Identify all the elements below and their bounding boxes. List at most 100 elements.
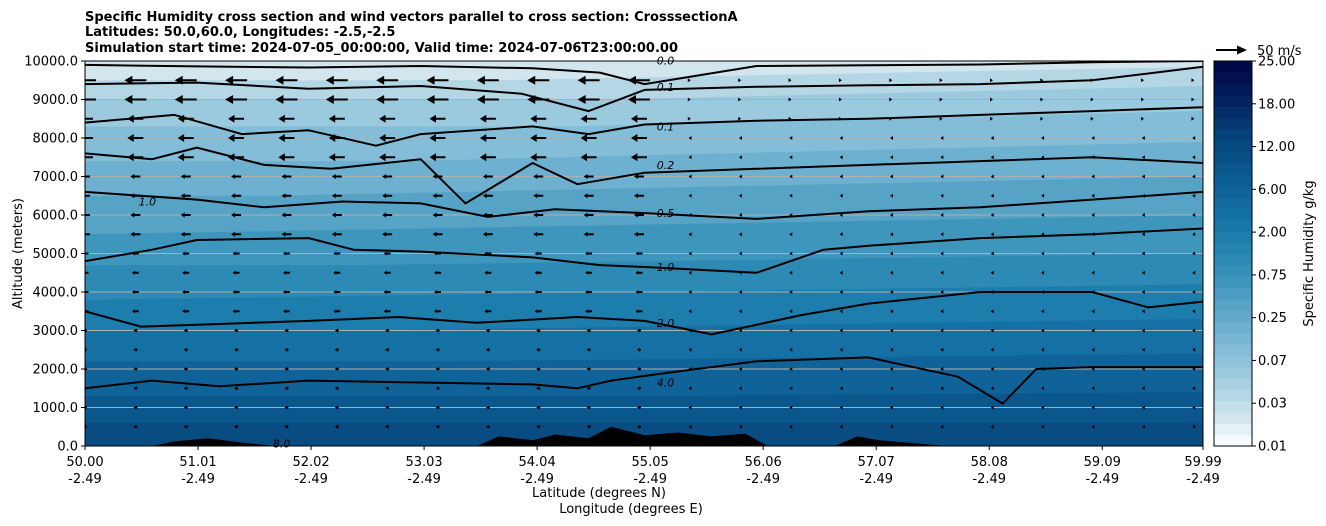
wind-arrow-head xyxy=(331,174,336,179)
colorbar-swatch-5 xyxy=(1214,378,1252,390)
wind-arrow-head xyxy=(182,270,186,275)
wind-arrow-head xyxy=(1091,386,1095,391)
wind-arrow-head xyxy=(479,114,487,123)
wind-arrow-head xyxy=(484,251,488,256)
wind-arrow-head xyxy=(738,155,742,160)
colorbar-swatch-23 xyxy=(1214,174,1252,187)
wind-arrow-head xyxy=(485,386,489,391)
wind-vectors xyxy=(80,75,1196,429)
x-tick-label-lat-4: 54.04 xyxy=(519,455,556,470)
wind-arrow-head xyxy=(476,75,485,85)
wind-arrow-head xyxy=(839,309,843,314)
wind-arrow-head xyxy=(183,424,187,429)
wind-arrow-head xyxy=(530,153,537,162)
wind-arrow-head xyxy=(890,270,894,275)
wind-arrow-head xyxy=(127,153,134,162)
title-line-2: Latitudes: 50.0,60.0, Longitudes: -2.5,-… xyxy=(85,25,395,40)
wind-arrow-head xyxy=(687,78,691,83)
wind-arrow-head xyxy=(1192,232,1196,237)
wind-arrow-head xyxy=(990,367,994,371)
wind-arrow-head xyxy=(534,251,538,256)
wind-arrow-head xyxy=(990,232,994,237)
wind-arrow-head xyxy=(379,153,386,162)
colorbar xyxy=(1214,61,1252,447)
wind-arrow-head xyxy=(536,424,540,429)
wind-arrow-head xyxy=(789,328,793,333)
wind-arrow-head xyxy=(131,270,135,275)
wind-arrow-head xyxy=(890,367,894,371)
wind-arrow-head xyxy=(1192,328,1196,333)
wind-arrow-head xyxy=(1041,174,1045,179)
wind-arrow-head xyxy=(586,405,590,410)
colorbar-swatch-18 xyxy=(1214,230,1252,243)
wind-arrow-head xyxy=(435,367,439,371)
contour-label-6: 2.0 xyxy=(657,317,675,330)
terrain-silhouette xyxy=(85,426,947,446)
wind-arrow-head xyxy=(635,309,639,314)
wind-arrow-head xyxy=(1192,347,1196,352)
contour-lines xyxy=(85,61,1203,405)
wind-arrow-head xyxy=(1041,270,1045,275)
contour-line-3 xyxy=(85,146,1203,205)
colorbar-swatch-31 xyxy=(1214,83,1252,96)
wind-arrow-head xyxy=(284,328,288,333)
terrain xyxy=(85,426,947,446)
y-tick-label-10: 10000.0 xyxy=(24,55,78,70)
wind-arrow-head xyxy=(839,405,843,410)
wind-arrow-head xyxy=(183,386,187,391)
wind-arrow-head xyxy=(80,232,84,237)
wind-arrow-head xyxy=(940,386,944,391)
colorbar-swatch-15 xyxy=(1214,264,1252,277)
wind-arrow-head xyxy=(281,212,286,218)
wind-arrow-head xyxy=(688,309,692,314)
wind-arrow-head xyxy=(627,95,636,104)
wind-arrow-head xyxy=(738,213,742,217)
x-tick-label-lon-3: -2.49 xyxy=(407,472,441,487)
wind-arrow-head xyxy=(234,328,238,333)
wind-arrow-head xyxy=(482,231,487,237)
wind-arrow-head xyxy=(275,95,284,104)
wind-arrow-head xyxy=(1141,193,1145,198)
wind-arrow-head xyxy=(1141,270,1145,275)
wind-arrow-head xyxy=(1141,424,1145,429)
wind-arrow-head xyxy=(1041,251,1045,256)
wind-arrow-head xyxy=(1192,155,1196,160)
wind-arrow-head xyxy=(585,290,589,294)
wind-arrow-head xyxy=(534,270,538,275)
wind-arrow-head xyxy=(435,424,439,429)
wind-arrow-head xyxy=(687,97,691,102)
wind-arrow-head xyxy=(429,153,436,162)
contour-line-7 xyxy=(85,356,1203,405)
wind-arrow-head xyxy=(183,347,187,352)
wind-arrow-head xyxy=(940,309,944,314)
y-tick-label-4: 4000.0 xyxy=(33,286,79,301)
x-tick-label-lon-8: -2.49 xyxy=(972,472,1006,487)
wind-arrow-head xyxy=(990,405,994,410)
wind-arrow-head xyxy=(383,290,387,294)
wind-arrow-head xyxy=(939,97,943,102)
wind-arrow-head xyxy=(890,328,894,333)
wind-arrow-head xyxy=(1041,213,1045,217)
wind-arrow-head xyxy=(180,212,185,218)
y-tick-label-3: 3000.0 xyxy=(33,324,79,339)
wind-arrow-head xyxy=(536,367,540,371)
wind-arrow-head xyxy=(1091,290,1095,294)
wind-arrow-head xyxy=(127,114,134,123)
wind-arrow-head xyxy=(133,347,137,352)
wind-arrow-head xyxy=(1141,386,1145,391)
wind-arrow-head xyxy=(1141,116,1145,121)
wind-arrow-head xyxy=(989,116,993,121)
wind-arrow-head xyxy=(1192,290,1196,294)
wind-arrow-head xyxy=(839,328,843,333)
wind-arrow-head xyxy=(331,193,336,199)
wind-arrow-head xyxy=(232,270,236,275)
wind-arrow-head xyxy=(1141,78,1145,83)
wind-arrow-head xyxy=(328,153,336,162)
wind-arrow-head xyxy=(940,251,944,256)
colorbar-swatch-17 xyxy=(1214,242,1252,255)
wind-arrow-head xyxy=(890,155,894,160)
wind-arrow-head xyxy=(789,424,793,429)
wind-arrow-head xyxy=(485,405,489,410)
wind-arrow-head xyxy=(839,347,843,352)
y-tick-label-8: 8000.0 xyxy=(33,132,79,147)
